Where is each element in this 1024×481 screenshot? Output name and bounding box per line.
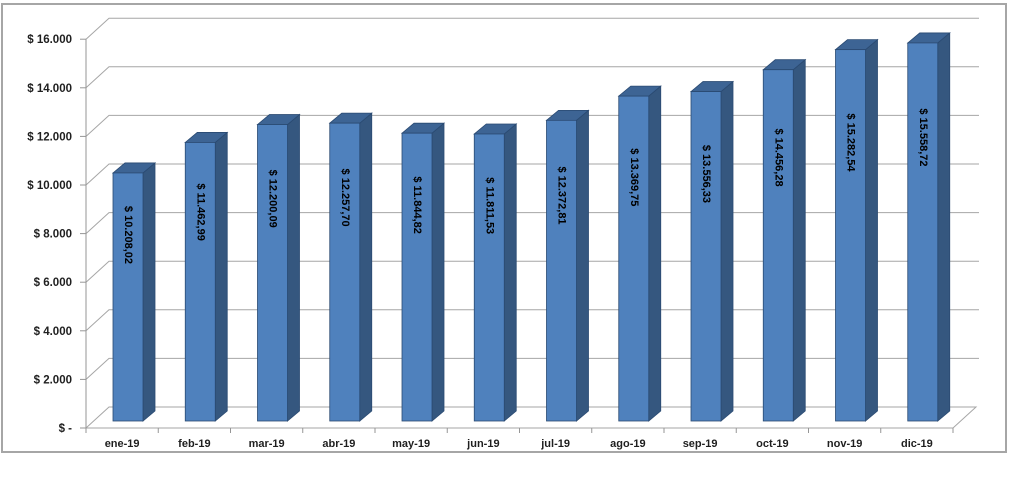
bar-side — [287, 113, 300, 422]
y-tick-label: $ 8.000 — [34, 229, 72, 241]
y-gridline — [85, 163, 979, 186]
bar-front[interactable] — [112, 172, 144, 422]
y-tick-label: $ 4.000 — [34, 326, 72, 338]
bar-side — [792, 58, 806, 422]
y-gridline — [85, 357, 979, 380]
bar-side — [359, 112, 373, 422]
y-tick-label: $ 10.000 — [27, 180, 72, 192]
bar-value-label: $ 15.558,72 — [917, 108, 929, 166]
y-tick-label: $ - — [59, 423, 73, 435]
bar-value-label: $ 12.372,81 — [556, 166, 568, 224]
bar-value-label: $ 11.462,99 — [194, 183, 206, 241]
bar-front[interactable] — [401, 132, 433, 422]
x-tick-label: abr-19 — [322, 438, 355, 450]
bar-front[interactable] — [690, 91, 722, 422]
bar-value-label: $ 11.811,53 — [483, 177, 495, 234]
bar-front[interactable] — [907, 42, 939, 422]
x-tick-label: jul-19 — [540, 438, 570, 450]
x-tick-label: may-19 — [392, 438, 430, 450]
y-gridline — [85, 66, 979, 89]
bar-front[interactable] — [546, 119, 577, 422]
bar-value-label: $ 13.369,75 — [628, 148, 640, 206]
x-tick-label: nov-19 — [827, 438, 862, 450]
y-tick-label: $ 12.000 — [27, 131, 72, 143]
bar-value-label: $ 12.257,70 — [339, 169, 351, 227]
bar-front[interactable] — [329, 122, 361, 422]
x-tick-label: jun-19 — [466, 438, 499, 450]
bar-side — [576, 109, 589, 422]
bar-front[interactable] — [762, 69, 794, 422]
y-gridline — [85, 17, 979, 40]
x-tick-label: oct-19 — [756, 438, 788, 450]
bar-value-label: $ 10.208,02 — [122, 206, 134, 264]
y-tick-label: $ 6.000 — [34, 277, 72, 289]
y-tick-label: $ 16.000 — [27, 34, 72, 46]
bar-value-label: $ 11.844,82 — [411, 176, 423, 234]
bar-value-label: $ 15.282,54 — [845, 113, 857, 172]
x-tick-label: mar-19 — [249, 438, 285, 450]
x-tick-label: feb-19 — [178, 438, 210, 450]
bar-front[interactable] — [835, 49, 866, 422]
y-gridline — [85, 309, 979, 332]
x-tick-label: ene-19 — [105, 438, 140, 450]
y-gridline — [85, 212, 979, 234]
bar-side — [937, 32, 951, 422]
x-tick-label: sep-19 — [683, 438, 718, 450]
bar-front[interactable] — [184, 142, 216, 422]
bar-side — [648, 85, 662, 422]
bar-side — [720, 80, 734, 422]
bar-side — [431, 122, 445, 422]
bar-side — [865, 38, 878, 422]
y-gridline — [85, 260, 979, 283]
y-tick-label: $ 14.000 — [27, 83, 72, 95]
y-tick-label: $ 2.000 — [34, 374, 72, 386]
bar-front[interactable] — [257, 124, 288, 422]
bar-front[interactable] — [618, 95, 650, 422]
x-tick-label: dic-19 — [901, 438, 933, 450]
bar-side — [503, 123, 517, 422]
bar-value-label: $ 12.200,09 — [267, 170, 279, 228]
bar-side — [142, 162, 156, 422]
y-gridline — [85, 114, 979, 137]
x-tick-label: ago-19 — [610, 438, 645, 450]
bar-front[interactable] — [473, 133, 505, 422]
bar-value-label: $ 13.556,33 — [700, 145, 712, 203]
bar-value-label: $ 14.456,28 — [772, 128, 784, 186]
bar-side — [214, 131, 228, 422]
